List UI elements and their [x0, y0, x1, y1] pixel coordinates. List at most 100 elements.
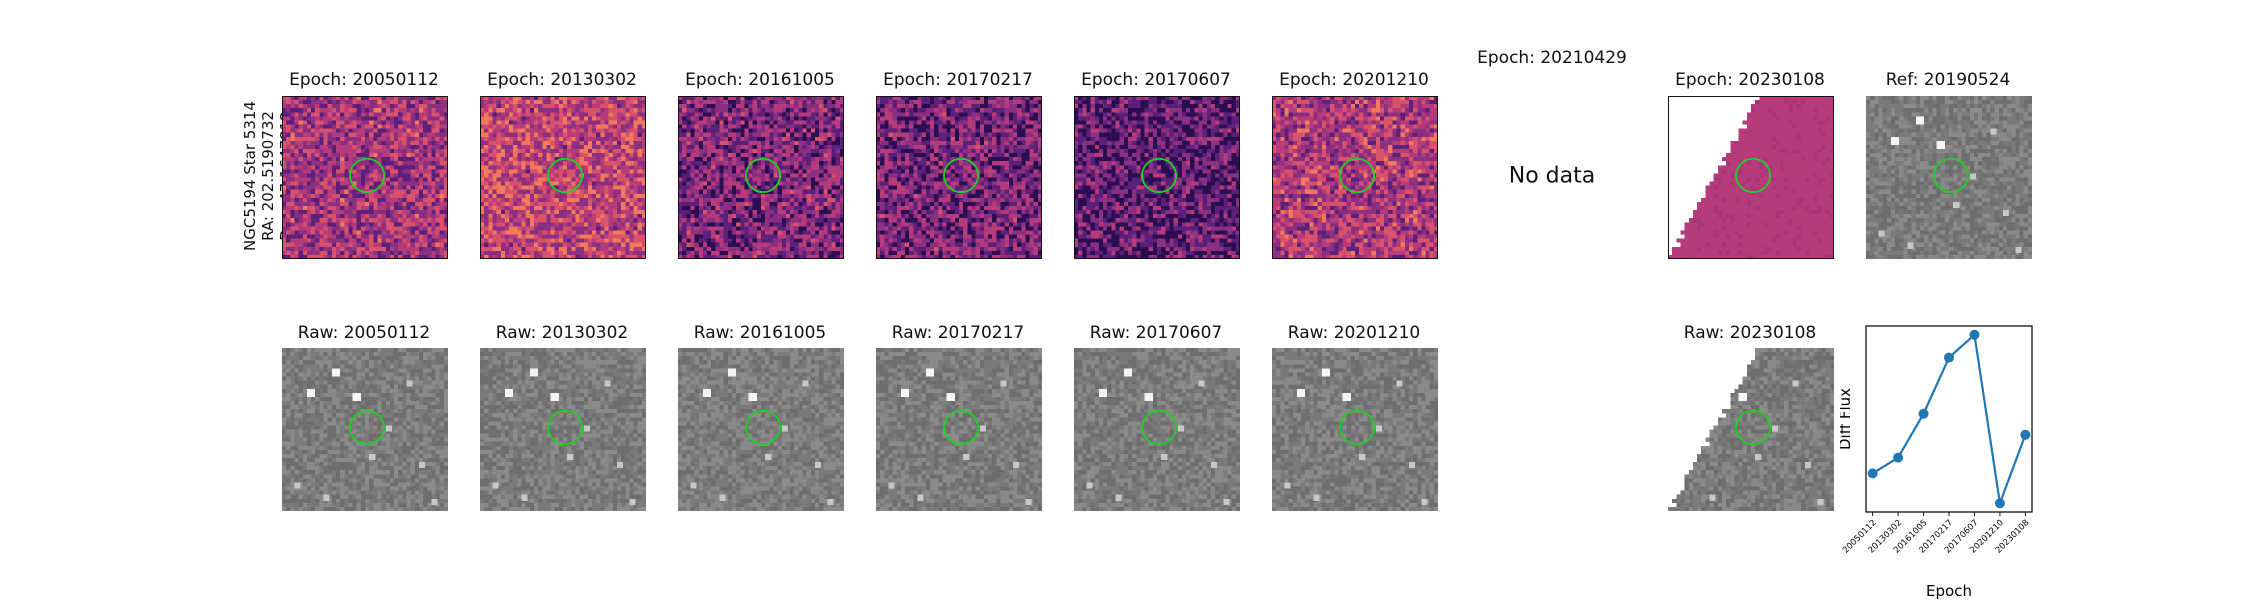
- star-spot: [1161, 453, 1168, 461]
- star-spot: [1408, 462, 1416, 469]
- diff-title-6: Epoch: 20210429: [1477, 48, 1627, 68]
- diff-title-5: Epoch: 20201210: [1279, 70, 1429, 90]
- star-spot: [963, 453, 970, 461]
- star-spot: [418, 462, 426, 469]
- star-spot: [385, 425, 392, 432]
- aperture-circle: [1735, 409, 1772, 446]
- star-spot: [748, 392, 757, 401]
- raw-image-3: [876, 348, 1042, 511]
- aperture-circle: [1141, 409, 1178, 446]
- star-spot: [306, 388, 316, 397]
- diff-title-0: Epoch: 20050112: [289, 70, 439, 90]
- data-point: [1893, 452, 1904, 463]
- star-spot: [979, 425, 986, 432]
- raw-image-4: [1074, 348, 1240, 511]
- data-point: [1969, 329, 1980, 340]
- raw-title-2: Raw: 20161005: [694, 323, 827, 343]
- x-axis-label: Epoch: [1926, 582, 1972, 600]
- star-spot: [2015, 246, 2022, 253]
- data-point: [1918, 408, 1929, 419]
- aperture-circle: [943, 157, 980, 194]
- star-spot: [781, 425, 788, 432]
- star-spot: [1771, 425, 1778, 432]
- star-spot: [1709, 494, 1716, 501]
- star-spot: [727, 368, 737, 377]
- star-spot: [1817, 498, 1824, 505]
- star-spot: [1969, 173, 1976, 180]
- star-spot: [900, 388, 910, 397]
- star-spot: [1878, 230, 1885, 237]
- raw-image-6: [1668, 348, 1834, 511]
- star-spot: [1000, 380, 1007, 387]
- raw-image-0: [282, 348, 448, 511]
- diff-title-3: Epoch: 20170217: [883, 70, 1033, 90]
- data-point: [2020, 429, 2031, 440]
- star-spot: [1025, 498, 1032, 505]
- star-spot: [629, 498, 636, 505]
- y-axis-label: Diff Flux: [1840, 388, 1854, 450]
- star-spot: [1396, 380, 1403, 387]
- aperture-circle: [745, 157, 782, 194]
- raw-title-1: Raw: 20130302: [496, 323, 629, 343]
- star-spot: [827, 498, 834, 505]
- star-spot: [331, 368, 341, 377]
- diff-image-7: [1668, 96, 1834, 259]
- star-spot: [1421, 498, 1428, 505]
- diff-title-2: Epoch: 20161005: [685, 70, 835, 90]
- star-spot: [946, 392, 955, 401]
- ref-title: Ref: 20190524: [1886, 70, 2011, 90]
- star-spot: [1890, 136, 1900, 145]
- diff-title-7: Epoch: 20230108: [1675, 70, 1825, 90]
- star-spot: [1284, 482, 1291, 489]
- star-spot: [1177, 425, 1184, 432]
- raw-image-1: [480, 348, 646, 511]
- raw-image-5: [1272, 348, 1438, 511]
- target-ra: RA: 202.5190732: [259, 101, 277, 251]
- star-spot: [521, 494, 528, 501]
- star-spot: [1012, 462, 1020, 469]
- star-spot: [1953, 201, 1960, 209]
- star-spot: [529, 368, 539, 377]
- star-spot: [352, 392, 361, 401]
- star-spot: [1915, 116, 1925, 125]
- data-point: [1944, 352, 1954, 363]
- raw-title-5: Raw: 20201210: [1288, 323, 1421, 343]
- star-spot: [1296, 388, 1306, 397]
- aperture-circle: [943, 409, 980, 446]
- star-spot: [702, 388, 712, 397]
- aperture-circle: [1339, 157, 1376, 194]
- star-spot: [1123, 368, 1133, 377]
- star-spot: [690, 482, 697, 489]
- star-spot: [1738, 392, 1747, 401]
- diff-image-0: [282, 96, 448, 259]
- star-spot: [1144, 392, 1153, 401]
- raw-title-3: Raw: 20170217: [892, 323, 1025, 343]
- aperture-circle: [547, 409, 584, 446]
- target-name: NGC5194 Star 5314: [241, 101, 259, 251]
- data-point: [1867, 468, 1878, 479]
- star-spot: [550, 392, 559, 401]
- diff-title-1: Epoch: 20130302: [487, 70, 637, 90]
- star-spot: [567, 453, 574, 461]
- star-spot: [406, 380, 413, 387]
- aperture-circle: [1735, 157, 1772, 194]
- star-spot: [1210, 462, 1218, 469]
- raw-title-6: Raw: 20230108: [1684, 323, 1817, 343]
- diff-image-5: [1272, 96, 1438, 259]
- star-spot: [1375, 425, 1382, 432]
- star-spot: [1755, 453, 1762, 461]
- star-spot: [294, 482, 301, 489]
- star-spot: [604, 380, 611, 387]
- aperture-circle: [1339, 409, 1376, 446]
- diff-image-1: [480, 96, 646, 259]
- star-spot: [1936, 140, 1945, 149]
- star-spot: [616, 462, 624, 469]
- aperture-circle: [1933, 157, 1970, 194]
- star-spot: [431, 498, 438, 505]
- data-point: [1994, 498, 2005, 509]
- star-spot: [925, 368, 935, 377]
- star-spot: [1313, 494, 1320, 501]
- star-spot: [1198, 380, 1205, 387]
- star-spot: [504, 388, 514, 397]
- star-spot: [1907, 242, 1914, 249]
